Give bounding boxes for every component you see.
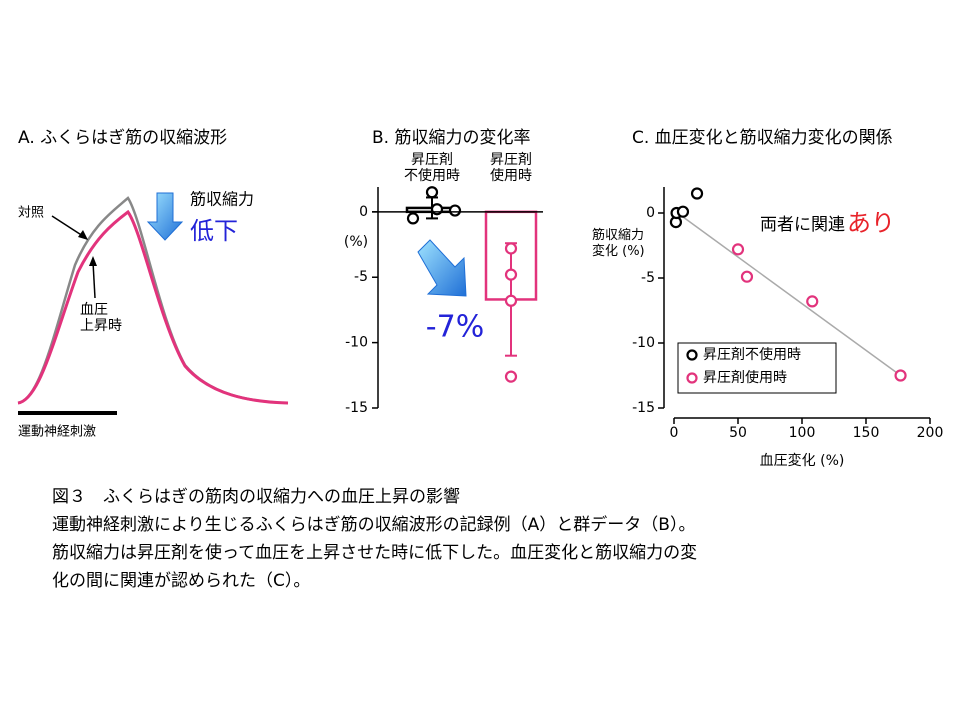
effect-value: 低下 xyxy=(190,217,238,245)
x-tick-label: 200 xyxy=(917,425,944,441)
y-axis-label: 筋収縮力 変化 (%) xyxy=(592,228,645,259)
x-tick-label: 昇圧剤 使用時 xyxy=(490,152,532,184)
legend-box xyxy=(677,342,837,394)
data-point xyxy=(430,203,444,216)
control-trace xyxy=(17,196,289,405)
legend-label: 昇圧剤使用時 xyxy=(703,369,787,386)
data-point xyxy=(690,187,704,200)
pressor-arrowhead xyxy=(89,256,97,266)
y-tick-label: -10 xyxy=(345,335,368,351)
data-point xyxy=(740,270,754,283)
x-tick-label: 昇圧剤 不使用時 xyxy=(404,152,460,184)
pressor-label: 血圧 上昇時 xyxy=(80,302,122,334)
data-point xyxy=(806,295,819,308)
legend-marker xyxy=(686,349,698,361)
pressor-arrow xyxy=(92,261,96,299)
y-tick-label: -5 xyxy=(354,269,368,285)
data-point xyxy=(448,204,462,217)
caption-line: 化の間に関連が認められた（C）。 xyxy=(52,571,310,591)
panel-a-title: A. ふくらはぎ筋の収縮波形 xyxy=(18,128,227,148)
data-point xyxy=(676,205,690,218)
annotation-emphasis: あり xyxy=(847,209,895,237)
y-tick-label: -10 xyxy=(632,335,655,351)
data-point xyxy=(504,294,518,307)
annotation: -7% xyxy=(426,310,484,345)
data-point xyxy=(504,242,518,255)
data-point xyxy=(504,268,518,281)
chart-title: C. 血圧変化と筋収縮力変化の関係 xyxy=(632,128,893,148)
y-tick-label: 0 xyxy=(359,204,368,220)
trend-line xyxy=(673,209,902,377)
x-tick-label: 0 xyxy=(670,425,679,441)
data-point xyxy=(406,212,420,225)
y-tick-label: -15 xyxy=(632,400,655,416)
pressor-trace xyxy=(17,209,289,405)
y-tick-label: -15 xyxy=(345,400,368,416)
data-point xyxy=(894,369,907,382)
effect-label: 筋収縮力 xyxy=(190,190,254,209)
y-tick-label: 0 xyxy=(646,205,655,221)
x-tick-label: 150 xyxy=(853,425,880,441)
decrease-arrow-b xyxy=(417,239,467,297)
x-axis-label: 血圧変化 (%) xyxy=(760,452,845,469)
data-point xyxy=(504,370,518,383)
y-tick-label: -5 xyxy=(641,270,655,286)
data-point xyxy=(731,243,745,256)
x-tick-label: 50 xyxy=(729,425,747,441)
legend-marker xyxy=(686,372,698,384)
caption-title: 図３ ふくらはぎの筋肉の収縮力への血圧上昇の影響 xyxy=(52,487,460,507)
control-label: 対照 xyxy=(18,206,44,221)
caption-line: 筋収縮力は昇圧剤を使って血圧を上昇させた時に低下した。血圧変化と筋収縮力の変 xyxy=(52,542,697,563)
chart-title: B. 筋収縮力の変化率 xyxy=(372,128,530,148)
data-point xyxy=(425,186,439,199)
decrease-arrow xyxy=(146,192,184,241)
legend-label: 昇圧剤不使用時 xyxy=(703,346,801,363)
caption-line: 運動神経刺激により生じるふくらはぎ筋の収縮波形の記録例（A）と群データ（B）。 xyxy=(52,514,695,535)
stimulus-label: 運動神経刺激 xyxy=(18,425,96,440)
control-arrowhead xyxy=(78,230,88,240)
y-axis-label: (%) xyxy=(344,234,368,250)
annotation: 両者に関連 xyxy=(760,215,845,235)
x-tick-label: 100 xyxy=(789,425,816,441)
